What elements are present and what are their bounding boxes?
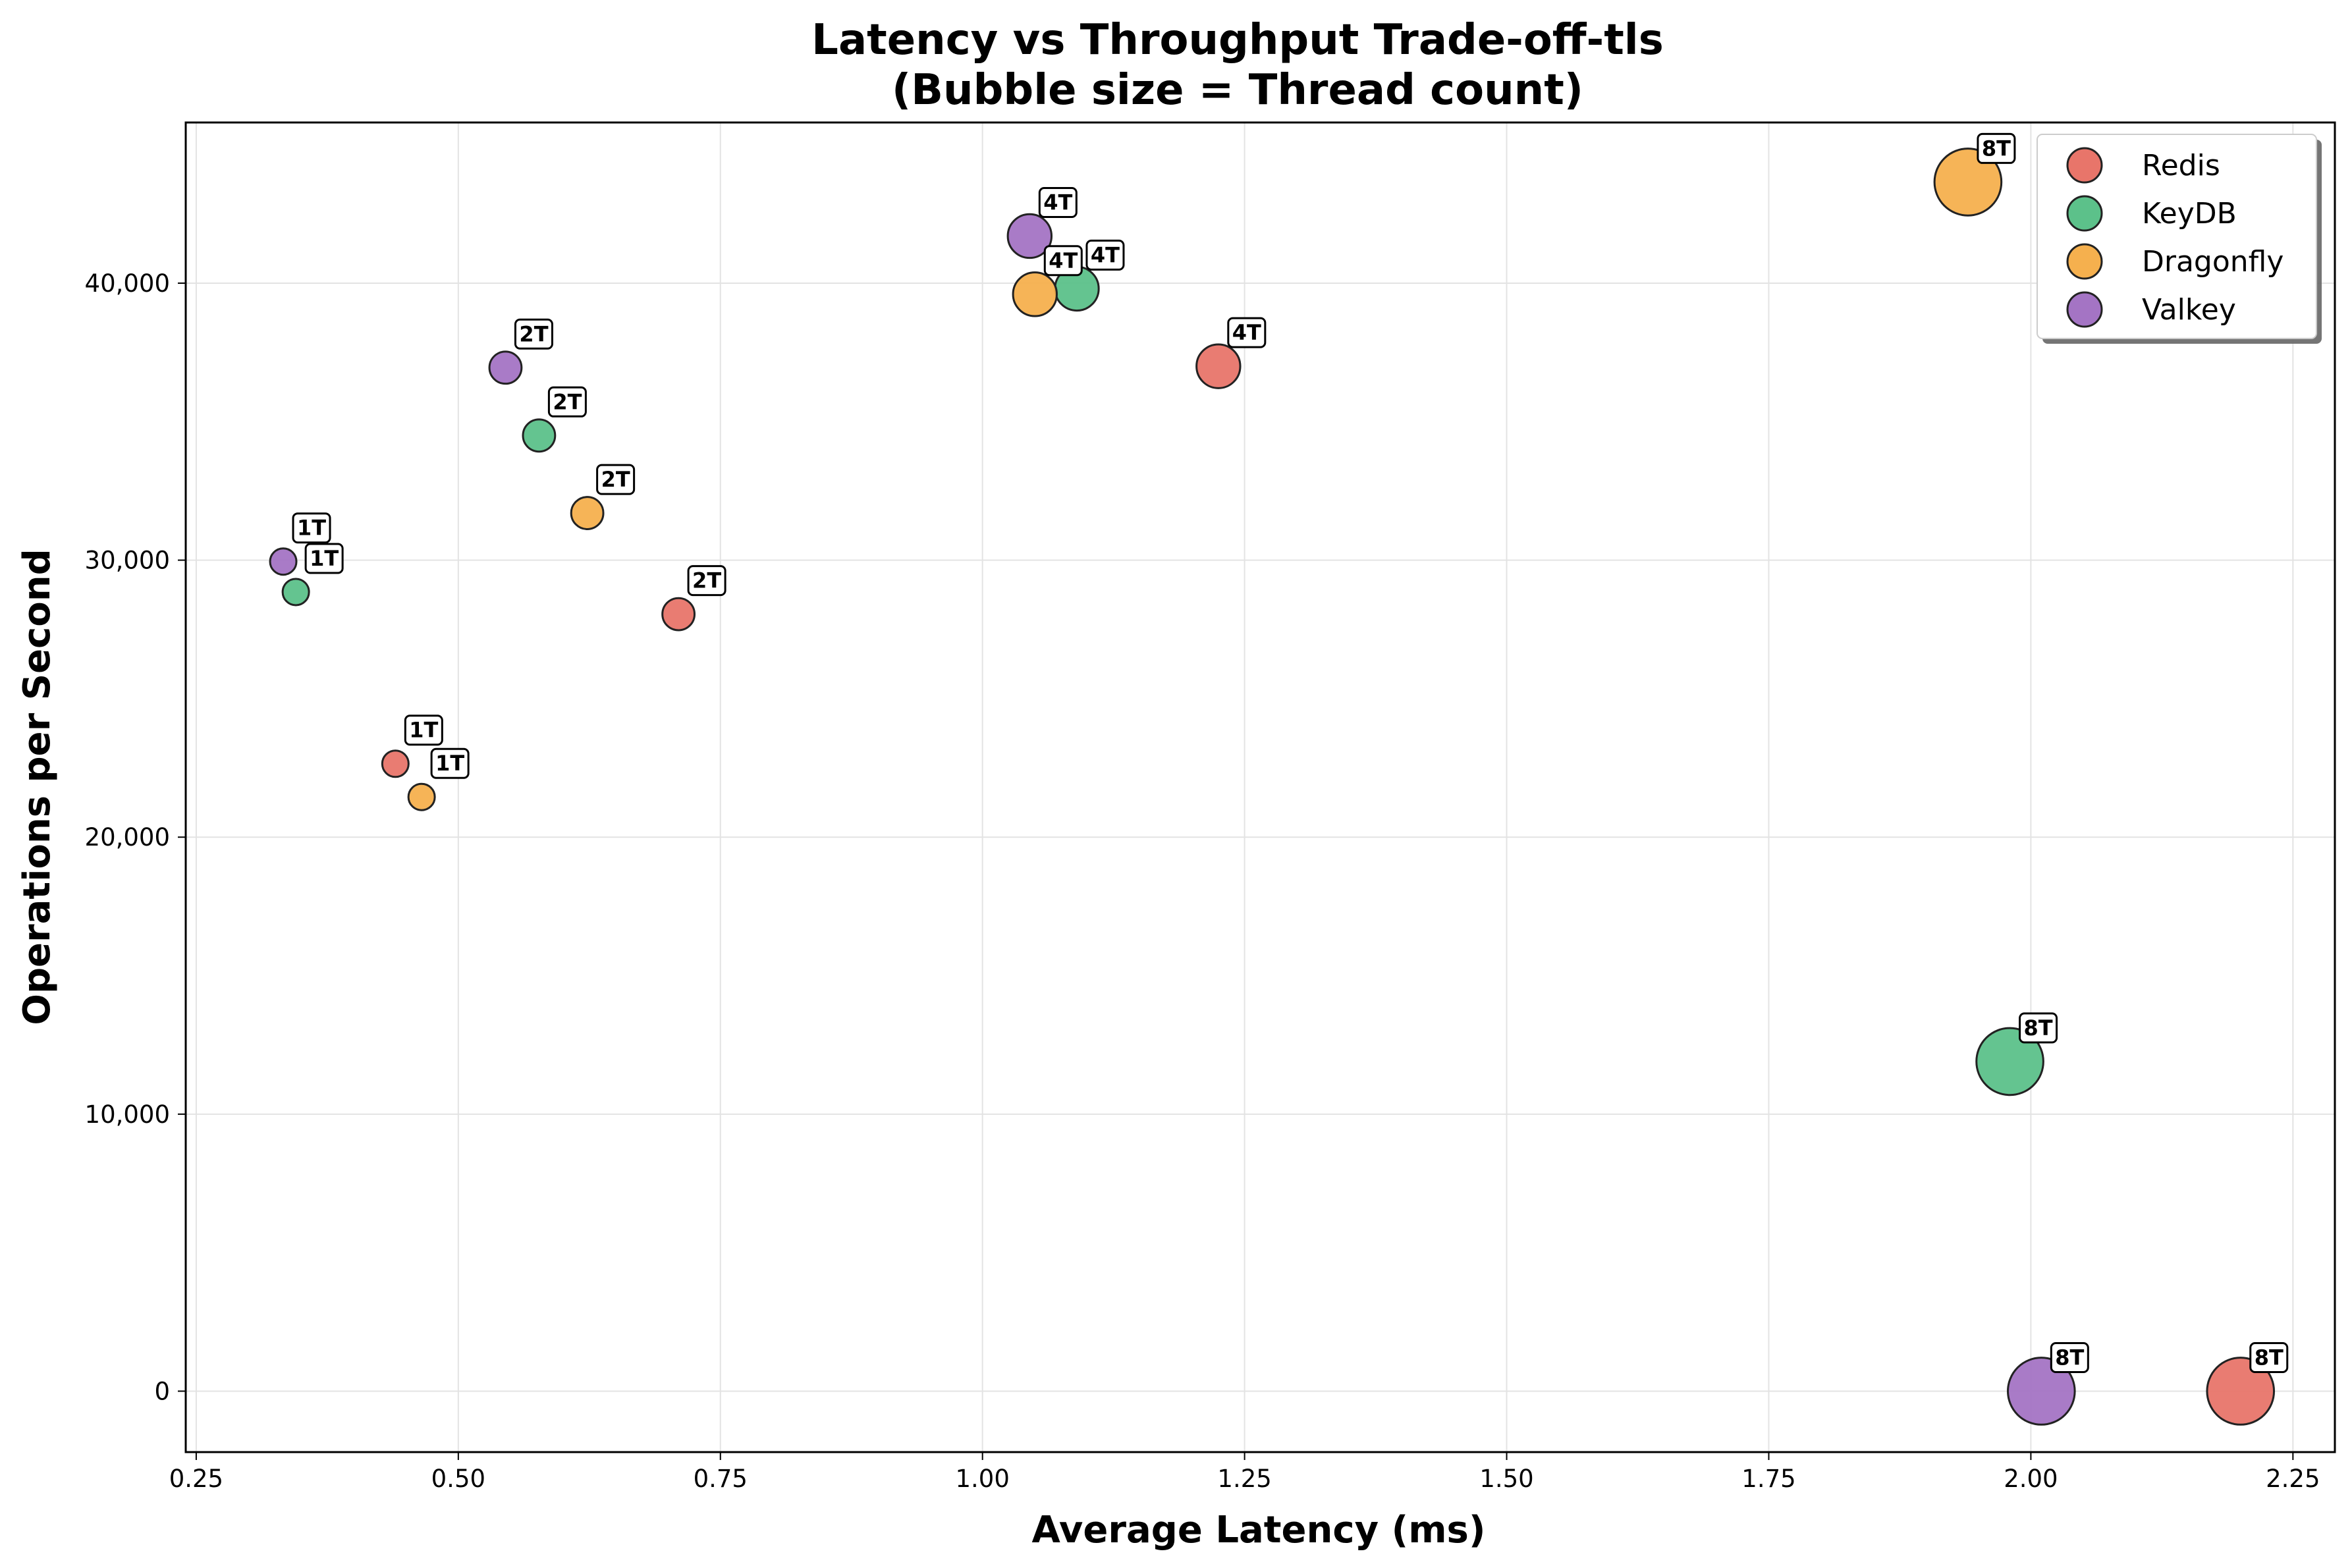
annotation-label: 4T [1043,190,1072,215]
x-tick-label: 2.00 [2004,1465,2058,1493]
annotation-box [404,715,443,746]
legend-label-keydb: KeyDB [2142,197,2237,230]
annotation-keydb-8t: 8T [2019,1012,2058,1044]
annotation-dragonfly-2t: 2T [596,464,636,495]
annotation-keydb-4t: 4T [1085,239,1125,271]
y-axis-label: Operations per Second [16,549,59,1025]
annotation-label: 1T [409,718,438,743]
annotation-dragonfly-8t: 8T [1977,132,2016,164]
legend-label-valkey: Valkey [2142,293,2236,327]
x-tick-label: 1.50 [1479,1465,1533,1493]
annotation-box [1043,245,1083,277]
axis-ticks: 0.25 0.50 0.75 1.00 1.25 1.50 1.75 2.00 2.25 0 10,… [85,269,2320,1493]
annotation-box [430,747,470,779]
x-axis-label: Average Latency (ms) [1032,1509,1486,1552]
data-points [269,148,2276,1426]
point-dragonfly-8t [1933,148,2003,217]
point-valkey-2t [488,350,523,385]
x-tick-label: 0.75 [694,1465,748,1493]
thread-annotations: 1T 2T 4T 8T 1T 2T 4T 8T 1T 2T 4T 8T 1T 2T 4T 8T [292,132,2289,1373]
point-valkey-4t [1006,213,1053,259]
point-redis-1t [381,749,410,778]
annotation-label: 4T [1091,242,1120,267]
legend-label-redis: Redis [2142,149,2220,182]
point-keydb-2t [522,418,557,453]
x-tick-label: 2.25 [2266,1465,2320,1493]
annotation-label: 8T [1982,136,2011,161]
point-redis-4t [1195,343,1242,389]
x-tick-label: 1.25 [1217,1465,1271,1493]
y-tick-label: 40,000 [85,269,170,298]
point-redis-2t [661,597,696,632]
annotation-label: 2T [553,389,582,414]
annotation-box [1227,317,1267,348]
annotation-box [547,386,587,418]
point-dragonfly-2t [570,496,605,530]
annotation-redis-8t: 8T [2249,1341,2289,1373]
annotation-valkey-2t: 2T [514,318,553,350]
annotation-dragonfly-4t: 4T [1043,245,1083,277]
annotation-label: 2T [601,467,630,492]
point-keydb-1t [281,578,310,607]
y-tick-label: 0 [154,1377,170,1405]
plot-area-frame [184,121,2336,1453]
annotation-box [514,318,553,350]
annotation-box [1038,186,1078,218]
point-dragonfly-1t [407,782,436,811]
annotation-box [304,543,344,574]
annotation-box [1085,239,1125,271]
legend-marker-dragonfly [2066,243,2103,280]
annotation-label: 1T [310,546,339,571]
point-dragonfly-4t [1012,271,1058,317]
legend-marker-keydb [2066,195,2103,232]
x-tick-label: 0.50 [431,1465,485,1493]
legend: Redis KeyDB Dragonfly Valkey [2037,134,2322,344]
x-tick-label: 0.25 [169,1465,223,1493]
annotation-label: 1T [297,516,326,541]
annotation-redis-1t: 1T [404,715,443,746]
grid-lines [186,122,2335,1452]
annotation-valkey-4t: 4T [1038,186,1078,218]
annotation-label: 8T [2024,1015,2053,1041]
y-tick-label: 10,000 [85,1100,170,1129]
annotation-box [2050,1341,2089,1373]
annotation-redis-2t: 2T [687,565,726,597]
annotation-label: 1T [435,751,464,776]
point-valkey-1t [269,547,298,576]
point-keydb-8t [1975,1027,2044,1096]
chart-subtitle: (Bubble size = Thread count) [892,66,1583,115]
annotation-label: 8T [2255,1345,2284,1370]
annotation-label: 2T [692,568,721,593]
annotation-dragonfly-1t: 1T [430,747,470,779]
annotation-box [596,464,636,495]
annotation-keydb-1t: 1T [304,543,344,574]
annotation-valkey-1t: 1T [292,512,331,544]
annotation-label: 8T [2055,1345,2084,1370]
legend-marker-valkey [2066,291,2103,328]
x-tick-label: 1.75 [1741,1465,1795,1493]
annotation-box [1977,132,2016,164]
annotation-box [687,565,726,597]
legend-marker-redis [2066,147,2103,184]
annotation-box [2019,1012,2058,1044]
y-tick-label: 30,000 [85,547,170,575]
annotation-label: 4T [1049,248,1078,273]
legend-box [2037,134,2317,339]
chart-title: Latency vs Throughput Trade-off-tls [811,16,1664,65]
annotation-label: 4T [1232,320,1261,345]
annotation-label: 2T [519,321,548,346]
annotation-keydb-2t: 2T [547,386,587,418]
annotation-valkey-8t: 8T [2050,1341,2089,1373]
point-valkey-8t [2007,1357,2076,1426]
point-redis-8t [2206,1357,2276,1426]
x-tick-label: 1.00 [956,1465,1010,1493]
y-tick-label: 20,000 [85,823,170,852]
annotation-redis-4t: 4T [1227,317,1267,348]
annotation-box [2249,1341,2289,1373]
legend-label-dragonfly: Dragonfly [2142,245,2284,279]
annotation-box [292,512,331,544]
